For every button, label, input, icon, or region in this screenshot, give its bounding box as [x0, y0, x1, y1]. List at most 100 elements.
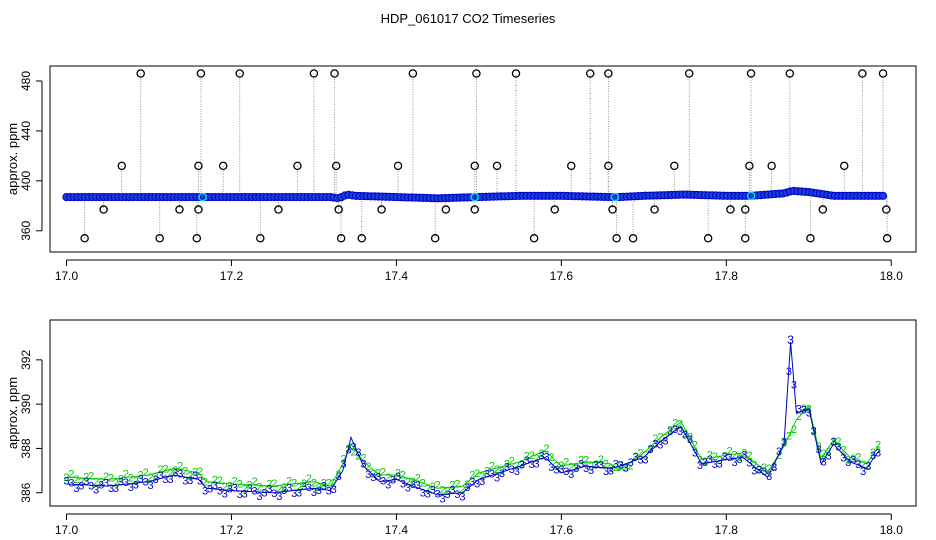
- panel-top-x-tick-label: 17.8: [715, 269, 739, 283]
- series-2-marker: 2: [242, 484, 248, 496]
- series-3-marker: 3: [479, 476, 485, 488]
- series-2-marker: 2: [68, 469, 74, 481]
- series-3-marker: 3: [657, 440, 663, 452]
- series-3-marker: 3: [400, 478, 406, 490]
- series-3-marker: 3: [464, 482, 470, 494]
- series-3-marker: 3: [870, 450, 876, 462]
- series-3-marker: 3: [771, 462, 777, 474]
- outlier-point: [175, 205, 184, 214]
- series-2-marker: 2: [266, 479, 272, 491]
- outlier-point: [470, 161, 480, 171]
- series-3-marker: 3: [652, 438, 658, 450]
- series-2-marker: 2: [444, 486, 450, 498]
- panel-bottom: 2222222222222222222222222222222222222222…: [5, 319, 917, 537]
- series-2-marker: 2: [623, 463, 629, 475]
- outlier-point: [878, 69, 888, 78]
- panel-top-y-axis: 360 400 440 480: [19, 71, 43, 241]
- series-2-marker: 2: [667, 425, 673, 437]
- panel-top-x-tick-label: 18.0: [880, 269, 904, 283]
- outlier-point: [331, 161, 341, 171]
- series-2-marker: 2: [459, 484, 465, 496]
- series-2-marker: 2: [153, 471, 159, 483]
- series-3-marker: 3: [499, 468, 505, 480]
- series-3-marker: 3: [519, 459, 525, 471]
- series-3-marker: 3: [321, 481, 327, 493]
- outlier-point: [235, 69, 244, 78]
- series-2-marker: 2: [756, 464, 762, 476]
- series-3-marker: 3: [162, 474, 168, 486]
- series-2-marker: 2: [687, 431, 693, 443]
- series-3-marker: 3: [633, 451, 639, 463]
- series-2-marker: 2: [202, 477, 208, 489]
- panel-bottom-y-tick-label: 390: [19, 394, 33, 414]
- series-2-marker: 2: [454, 479, 460, 491]
- series-2-marker: 2: [568, 462, 574, 474]
- series-3-marker: 3: [593, 459, 599, 471]
- series-2-marker: 2: [514, 460, 520, 472]
- series-2-marker: 2: [271, 478, 277, 490]
- series-2-marker: 2: [430, 481, 436, 493]
- panel-top-y-tick-label: 360: [19, 220, 33, 240]
- outlier-point: [117, 161, 127, 171]
- series-2-marker: 2: [306, 473, 312, 485]
- series-2-marker: 2: [187, 470, 193, 482]
- series-3-marker: 3: [776, 446, 782, 458]
- series-3-marker: 3: [766, 471, 772, 483]
- series-3-marker: 3: [148, 480, 154, 492]
- series-2-marker: 2: [499, 465, 505, 477]
- series-2-marker: 2: [776, 450, 782, 462]
- panel-top-y-tick-label: 400: [19, 171, 33, 191]
- series-2-marker: 2: [835, 436, 841, 448]
- series-3-marker: 3: [786, 366, 792, 378]
- series-2-marker: 2: [217, 475, 223, 487]
- series-3-marker: 3: [642, 454, 648, 466]
- series-2-marker: 2: [88, 470, 94, 482]
- series-3-marker: 3: [78, 480, 84, 492]
- series-2-marker: 2: [291, 477, 297, 489]
- series-3-marker: 3: [524, 455, 530, 467]
- series-2-marker: 2: [380, 466, 386, 478]
- highlight-point: [198, 192, 207, 202]
- series-3-marker: 3: [761, 466, 767, 478]
- series-2-marker: 2: [529, 450, 535, 462]
- series-3-marker: 3: [128, 482, 134, 494]
- series-3-marker: 3: [133, 479, 139, 491]
- series-3-marker: 3: [855, 459, 861, 471]
- highlight-point: [610, 192, 620, 202]
- series-3-marker: 3: [529, 459, 535, 471]
- series-3-marker: 3: [316, 485, 322, 497]
- series-3-marker: 3: [291, 488, 297, 500]
- series-2-marker: 2: [504, 458, 510, 470]
- series-2-marker: 2: [727, 446, 733, 458]
- series-3-marker: 3: [538, 451, 544, 463]
- series-3-marker: 3: [543, 452, 549, 464]
- series-3-marker: 3: [93, 484, 99, 496]
- series-3-marker: 3: [430, 485, 436, 497]
- series-3-marker: 3: [425, 489, 431, 501]
- series-3-marker: 3: [375, 471, 381, 483]
- series-3-marker: 3: [276, 491, 282, 503]
- series-2-marker: 2: [484, 466, 490, 478]
- series-3-marker: 3: [731, 457, 737, 469]
- series-2-marker: 2: [167, 468, 173, 480]
- series-3-marker: 3: [613, 458, 619, 470]
- outlier-point: [274, 205, 283, 214]
- series-2-marker: 2: [741, 448, 747, 460]
- outlier-point: [441, 205, 451, 214]
- outlier-point: [726, 205, 735, 214]
- series-2-marker: 2: [672, 417, 678, 429]
- series-2-marker: 2: [400, 469, 406, 481]
- series-3-marker: 3: [514, 466, 520, 478]
- series-3-marker: 3: [405, 483, 411, 495]
- series-2-marker: 2: [207, 480, 213, 492]
- outlier-point: [608, 205, 617, 214]
- series-3-marker: 3: [157, 470, 163, 482]
- series-3-marker: 3: [449, 485, 455, 497]
- series-3-marker: 3: [806, 408, 812, 420]
- series-3-marker: 3: [271, 488, 277, 500]
- series-3-marker: 3: [494, 472, 500, 484]
- series-3-marker: 3: [242, 489, 248, 501]
- outlier-point: [650, 205, 659, 214]
- baseline-point: [878, 191, 888, 200]
- series-2-marker: 2: [652, 433, 658, 445]
